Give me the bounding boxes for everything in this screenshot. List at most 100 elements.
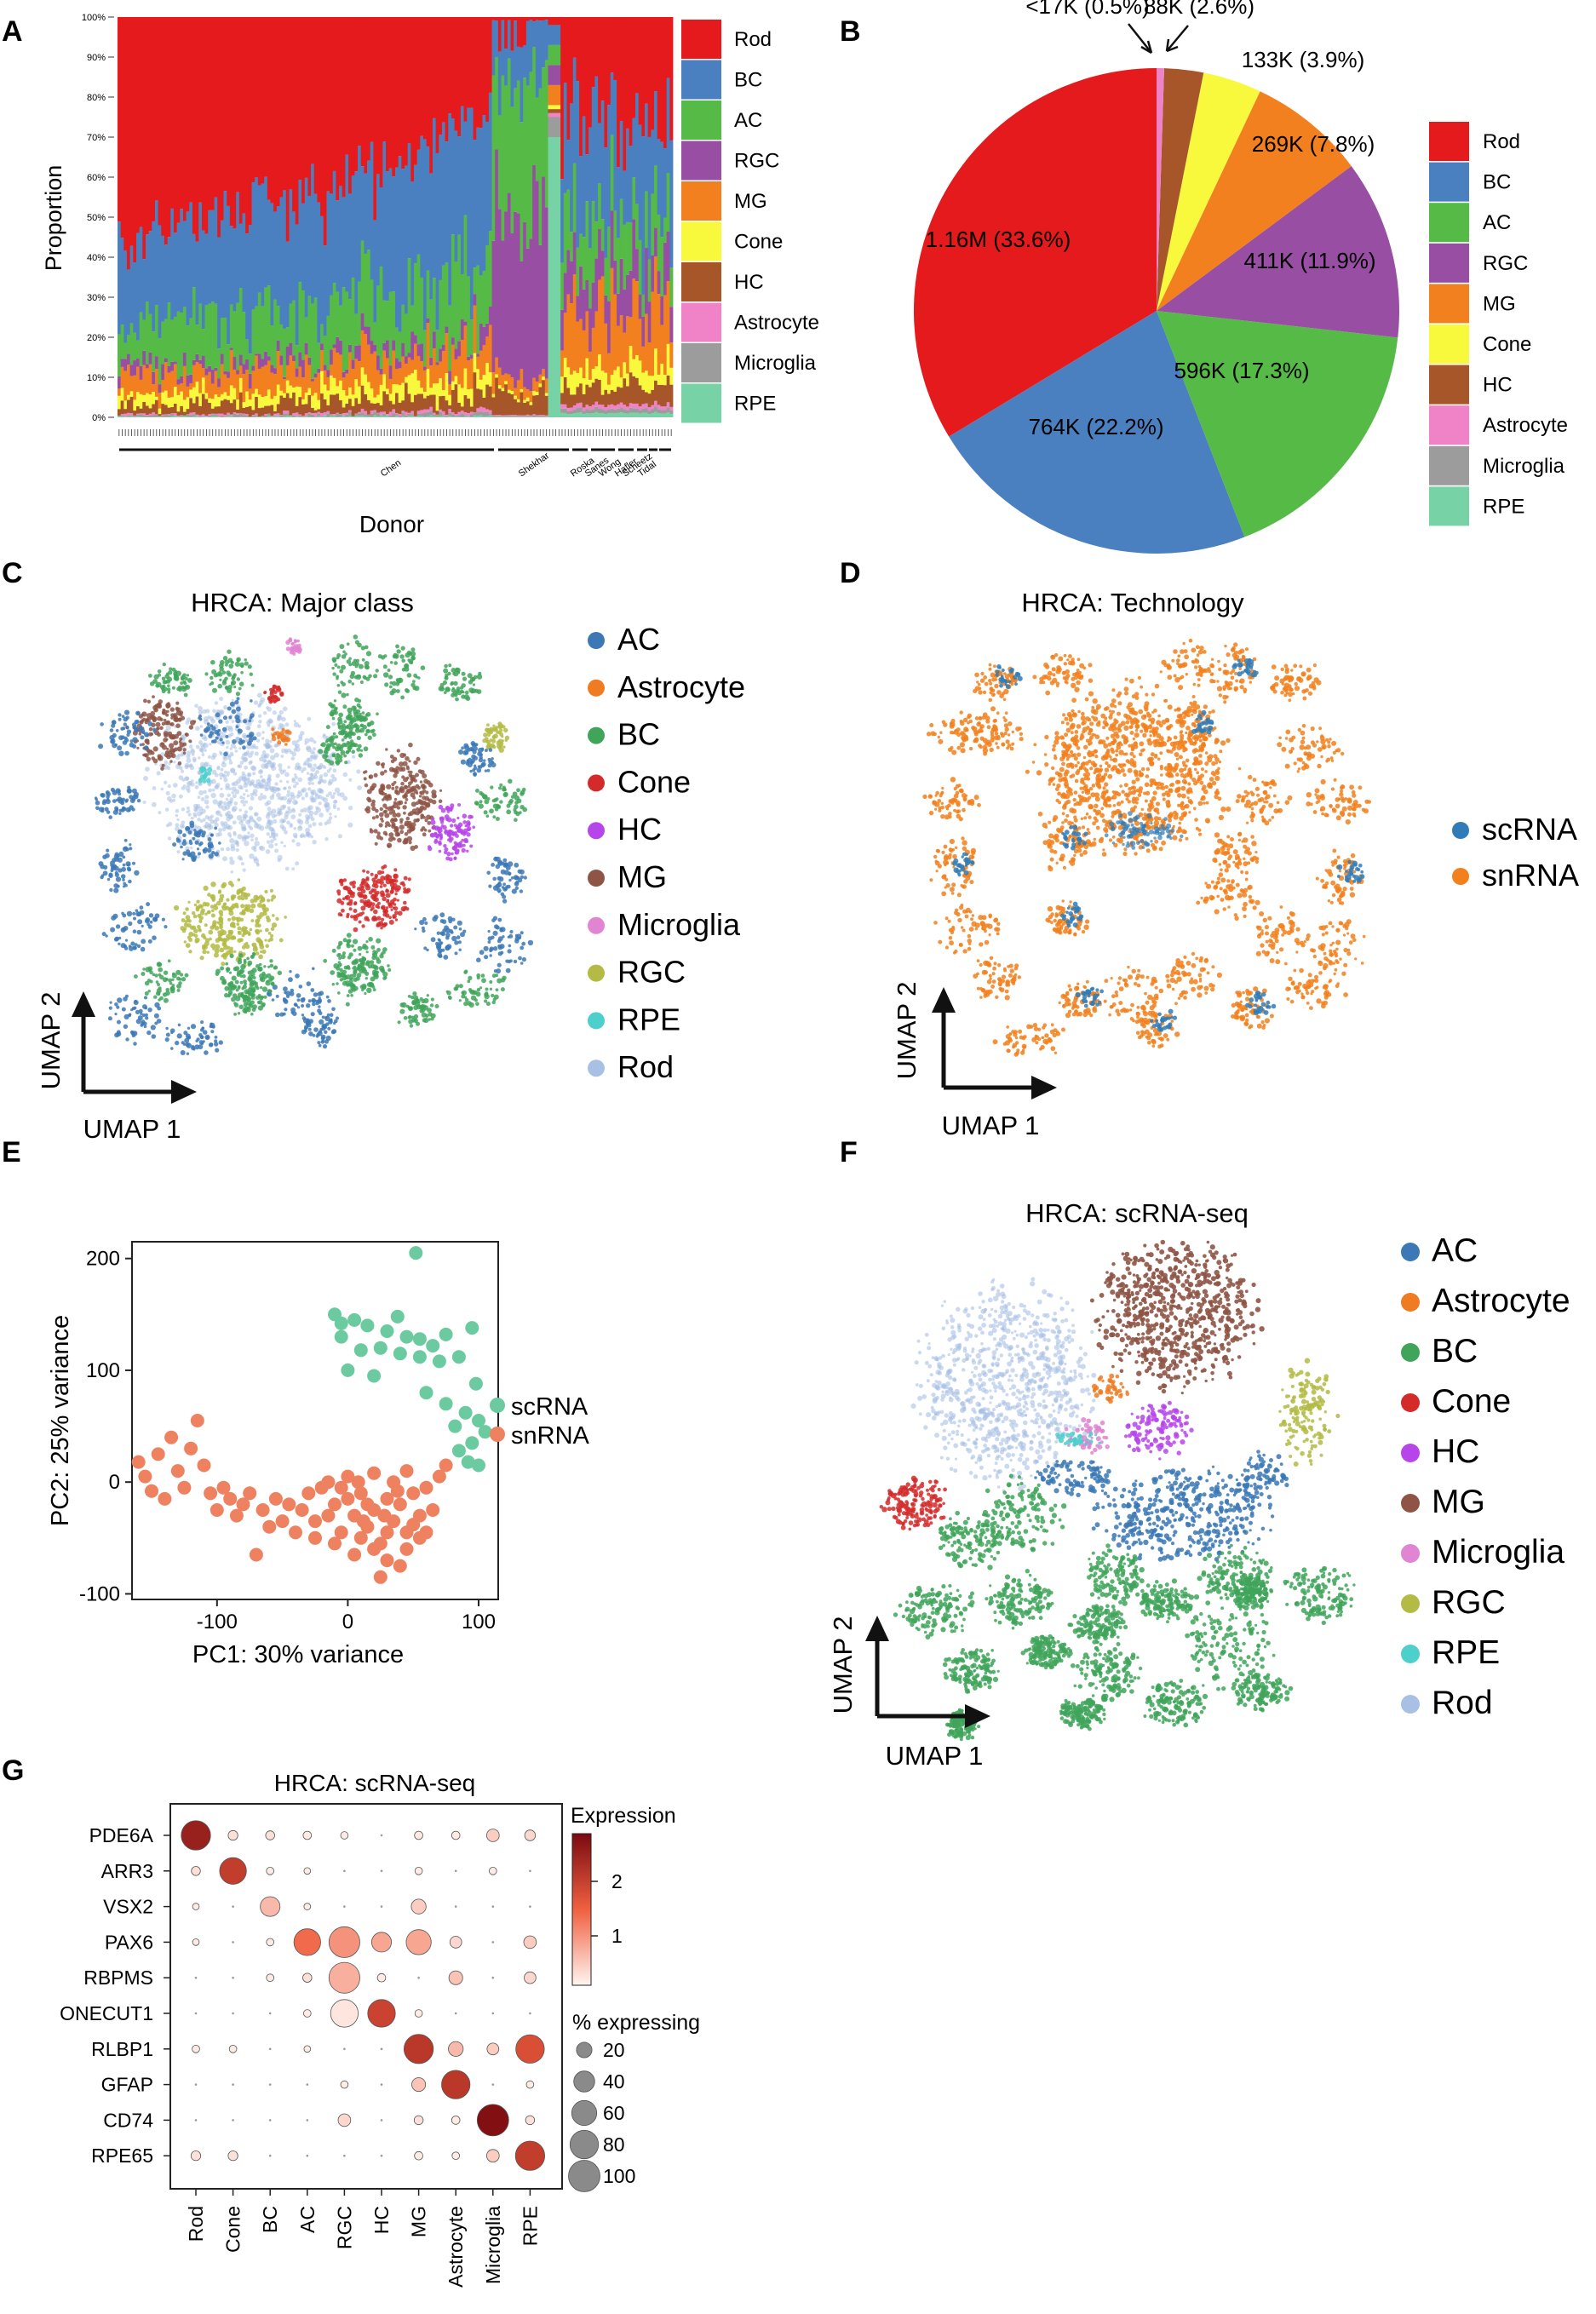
- bar-segment-cone: [435, 383, 439, 411]
- leader-line: [1166, 25, 1189, 52]
- umap-point: [220, 928, 225, 933]
- bar-segment-astrocyte: [313, 412, 318, 416]
- umap-point: [296, 739, 300, 744]
- umap-point: [216, 921, 220, 924]
- bar-segment-hc: [566, 388, 571, 408]
- bar-segment-astrocyte: [439, 409, 443, 412]
- umap-point: [296, 1006, 301, 1009]
- bar-segment-bc: [255, 176, 259, 307]
- bar-segment-bc: [220, 220, 224, 319]
- pie-slices: [914, 67, 1399, 554]
- bar-segment-microglia: [598, 408, 602, 413]
- umap-point: [231, 661, 234, 664]
- bar-segment-microglia: [563, 408, 567, 413]
- umap-point: [256, 724, 261, 729]
- umap-point: [380, 771, 385, 776]
- umap-point: [230, 843, 235, 848]
- bar-segment-ac: [285, 327, 290, 347]
- bar-segment-rpe: [354, 416, 359, 417]
- bar-segment-rpe: [386, 415, 390, 417]
- umap-point: [495, 988, 499, 992]
- umap-point: [206, 950, 210, 954]
- bar-segment-hc: [410, 402, 415, 411]
- bar-segment-rgc: [591, 282, 595, 328]
- bar-segment-rgc: [289, 342, 293, 356]
- bar-segment-hc: [585, 384, 589, 405]
- umap-point: [495, 797, 499, 801]
- umap-point: [167, 836, 172, 841]
- bar-segment-rgc: [598, 229, 602, 280]
- umap-point: [211, 897, 216, 901]
- bar-segment-bc: [460, 106, 464, 275]
- umap-point: [415, 784, 420, 789]
- umap-point: [227, 917, 232, 922]
- bar-segment-microglia: [532, 415, 537, 417]
- umap-point: [244, 800, 249, 804]
- bar-segment-astrocyte: [332, 414, 336, 416]
- bar-segment-ac: [476, 265, 480, 354]
- bar-segment-bc: [651, 129, 655, 194]
- umap-point: [237, 878, 241, 881]
- umap-point: [450, 803, 455, 808]
- bar-segment-rpe: [629, 412, 633, 417]
- umap-point: [244, 658, 247, 662]
- bar-segment-rpe: [135, 416, 141, 417]
- umap-point: [249, 853, 255, 859]
- umap-point: [215, 944, 221, 950]
- bar-segment-hc: [422, 398, 428, 410]
- umap-point: [359, 912, 363, 917]
- umap-point: [302, 807, 307, 812]
- bar-segment-microglia: [460, 413, 464, 417]
- umap-point: [201, 769, 205, 772]
- bar-segment-rgc: [376, 355, 381, 370]
- umap-point: [304, 742, 307, 745]
- bar-segment-rod: [182, 17, 187, 221]
- bar-segment-ac: [582, 237, 586, 290]
- umap-point: [286, 790, 290, 794]
- bar-segment-astrocyte: [307, 412, 312, 414]
- umap-point: [191, 779, 194, 783]
- bar-segment-cone: [510, 391, 514, 394]
- bar-segment-bc: [476, 127, 480, 266]
- umap-point: [244, 789, 249, 792]
- bar-segment-cone: [233, 388, 237, 400]
- bar-segment-cone: [407, 375, 411, 394]
- bar-segment-bc: [120, 238, 124, 325]
- umap-point: [210, 659, 215, 665]
- umap-point: [394, 785, 399, 790]
- bar-segment-hc: [227, 399, 231, 413]
- bar-segment-rod: [557, 17, 561, 26]
- pie-slice-5: [1157, 72, 1260, 311]
- bar-segment-microglia: [420, 413, 424, 416]
- bar-segment-rod: [600, 17, 605, 101]
- umap-point: [269, 795, 275, 801]
- bar-segment-rpe: [229, 416, 233, 417]
- bar-segment-hc: [267, 405, 271, 414]
- bar-segment-astrocyte: [255, 413, 259, 416]
- bar-segment-astrocyte: [223, 414, 227, 417]
- bar-segment-microglia: [367, 414, 371, 417]
- bar-segment-bc: [289, 189, 293, 304]
- umap-point: [379, 880, 385, 886]
- bar-segment-rgc: [669, 307, 674, 343]
- bar-segment-mg: [398, 368, 402, 386]
- bar-segment-rod: [598, 17, 602, 123]
- bar-segment-rgc: [195, 353, 199, 363]
- umap-point: [271, 894, 277, 899]
- bar-segment-rgc: [479, 323, 483, 351]
- umap-point: [396, 812, 401, 818]
- bar-segment-mg: [201, 368, 205, 378]
- umap-point: [376, 924, 380, 927]
- bar-segment-rod: [520, 17, 524, 48]
- umap-point: [187, 789, 191, 794]
- umap-point: [210, 881, 216, 887]
- umap-point: [476, 689, 482, 694]
- bar-segment-microglia: [180, 415, 184, 416]
- bar-segment-microglia: [388, 415, 393, 417]
- bar-segment-rgc: [445, 326, 449, 334]
- bar-segment-rod: [420, 17, 424, 136]
- bar-segment-mg: [227, 377, 231, 396]
- bar-segment-rod: [454, 17, 458, 131]
- bar-segment-cone: [348, 387, 353, 399]
- y-tick-label: 100%: [82, 13, 106, 23]
